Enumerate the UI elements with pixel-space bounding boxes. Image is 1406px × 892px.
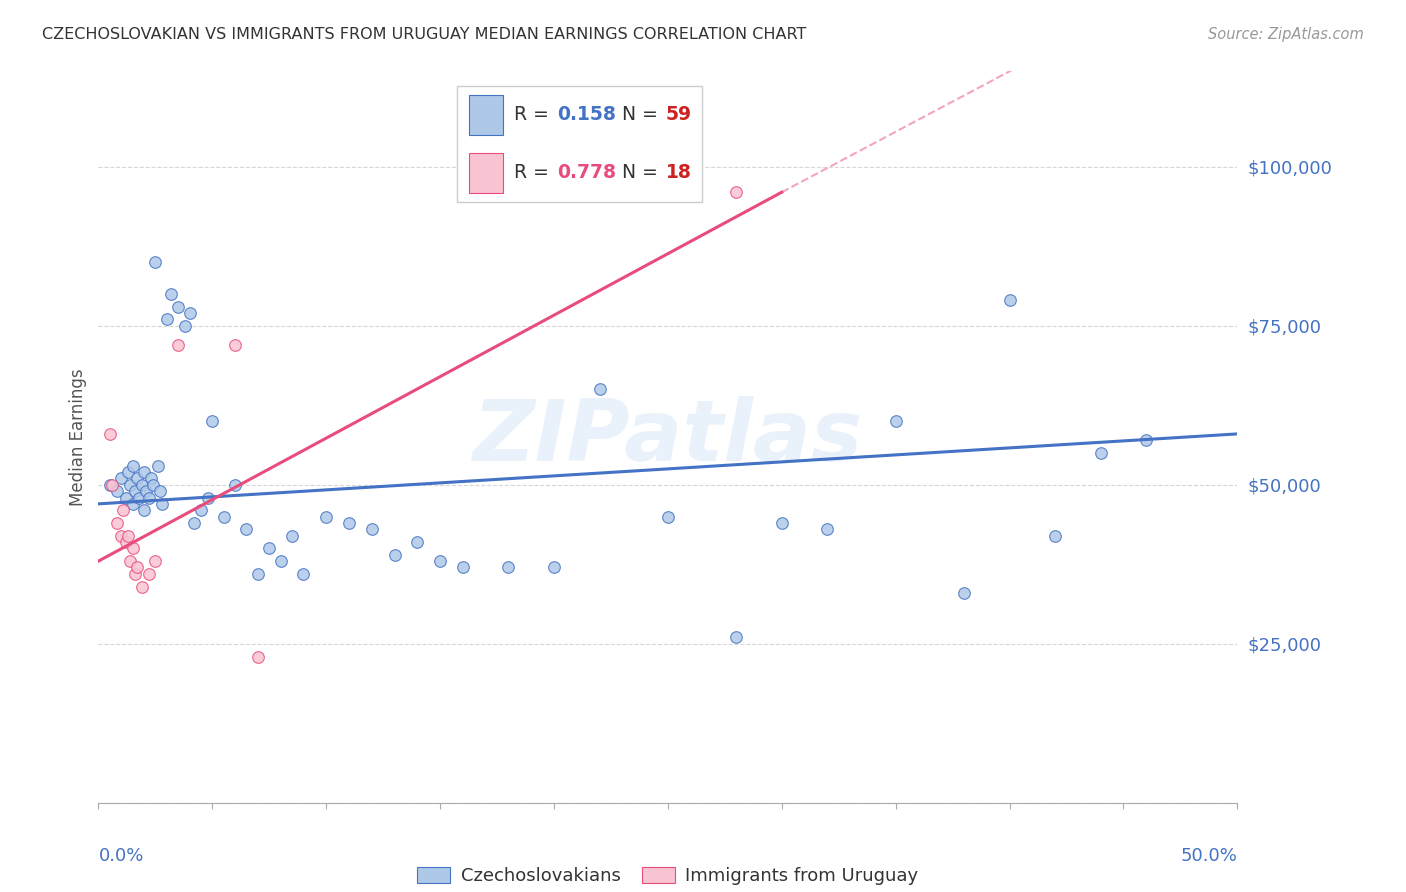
Text: N =: N = <box>623 163 664 182</box>
Point <box>270 554 292 568</box>
Text: R =: R = <box>515 105 555 124</box>
Point <box>246 649 269 664</box>
Point <box>953 586 976 600</box>
Point <box>884 414 907 428</box>
Point <box>384 548 406 562</box>
Point <box>770 516 793 530</box>
Legend: Czechoslovakians, Immigrants from Uruguay: Czechoslovakians, Immigrants from Urugua… <box>411 859 925 892</box>
Point <box>149 484 172 499</box>
Point <box>120 477 142 491</box>
Point <box>292 566 315 581</box>
Point <box>224 338 246 352</box>
Text: R =: R = <box>515 163 555 182</box>
Text: 0.778: 0.778 <box>557 163 616 182</box>
Point <box>121 541 143 556</box>
Y-axis label: Median Earnings: Median Earnings <box>69 368 87 506</box>
Point <box>150 497 173 511</box>
Point <box>138 566 160 581</box>
Point <box>406 535 429 549</box>
Point <box>725 631 748 645</box>
Text: Source: ZipAtlas.com: Source: ZipAtlas.com <box>1208 27 1364 42</box>
Point <box>124 484 146 499</box>
Point <box>815 522 838 536</box>
Point <box>588 383 610 397</box>
Point <box>212 509 235 524</box>
Point <box>451 560 474 574</box>
Point <box>337 516 360 530</box>
Point <box>167 300 190 314</box>
Point <box>110 471 132 485</box>
Point <box>138 491 160 505</box>
Point <box>160 287 183 301</box>
Bar <box>468 153 503 193</box>
Point <box>128 491 150 505</box>
Point <box>201 414 224 428</box>
Point <box>246 566 269 581</box>
Point <box>145 255 167 269</box>
Point <box>224 477 246 491</box>
Point <box>360 522 382 536</box>
Point <box>156 312 179 326</box>
Point <box>105 516 128 530</box>
Text: 18: 18 <box>665 163 692 182</box>
Point <box>124 566 146 581</box>
Point <box>145 554 167 568</box>
Point <box>121 458 143 473</box>
Point <box>98 477 121 491</box>
Point <box>132 465 155 479</box>
Point <box>725 185 748 199</box>
Point <box>174 318 197 333</box>
Point <box>142 477 165 491</box>
Point <box>110 529 132 543</box>
Point <box>1090 446 1112 460</box>
Point <box>281 529 304 543</box>
Point <box>131 580 153 594</box>
Text: ZIPatlas: ZIPatlas <box>472 395 863 479</box>
Point <box>315 509 337 524</box>
Point <box>146 458 169 473</box>
Point <box>127 471 149 485</box>
Point <box>114 491 136 505</box>
Bar <box>468 95 503 135</box>
Point <box>498 560 520 574</box>
Point <box>132 503 155 517</box>
Point <box>112 503 135 517</box>
Point <box>197 491 219 505</box>
Text: 0.158: 0.158 <box>557 105 616 124</box>
Text: 0.0%: 0.0% <box>98 847 143 864</box>
Point <box>657 509 679 524</box>
Point <box>167 338 190 352</box>
Point <box>429 554 451 568</box>
Point <box>101 477 124 491</box>
Point <box>121 497 143 511</box>
Point <box>117 529 139 543</box>
Point <box>190 503 212 517</box>
Point <box>139 471 162 485</box>
Point <box>120 554 142 568</box>
Point <box>235 522 257 536</box>
Point <box>1043 529 1066 543</box>
Text: N =: N = <box>623 105 664 124</box>
Point <box>543 560 565 574</box>
Point <box>117 465 139 479</box>
Text: 50.0%: 50.0% <box>1181 847 1237 864</box>
FancyBboxPatch shape <box>457 86 702 202</box>
Point <box>127 560 149 574</box>
Point <box>105 484 128 499</box>
Point <box>98 426 121 441</box>
Point <box>1135 434 1157 448</box>
Point <box>259 541 281 556</box>
Text: CZECHOSLOVAKIAN VS IMMIGRANTS FROM URUGUAY MEDIAN EARNINGS CORRELATION CHART: CZECHOSLOVAKIAN VS IMMIGRANTS FROM URUGU… <box>42 27 807 42</box>
Point <box>179 306 201 320</box>
Point <box>998 293 1021 308</box>
Point <box>114 535 136 549</box>
Point <box>183 516 205 530</box>
Point <box>135 484 157 499</box>
Point <box>131 477 153 491</box>
Text: 59: 59 <box>665 105 692 124</box>
